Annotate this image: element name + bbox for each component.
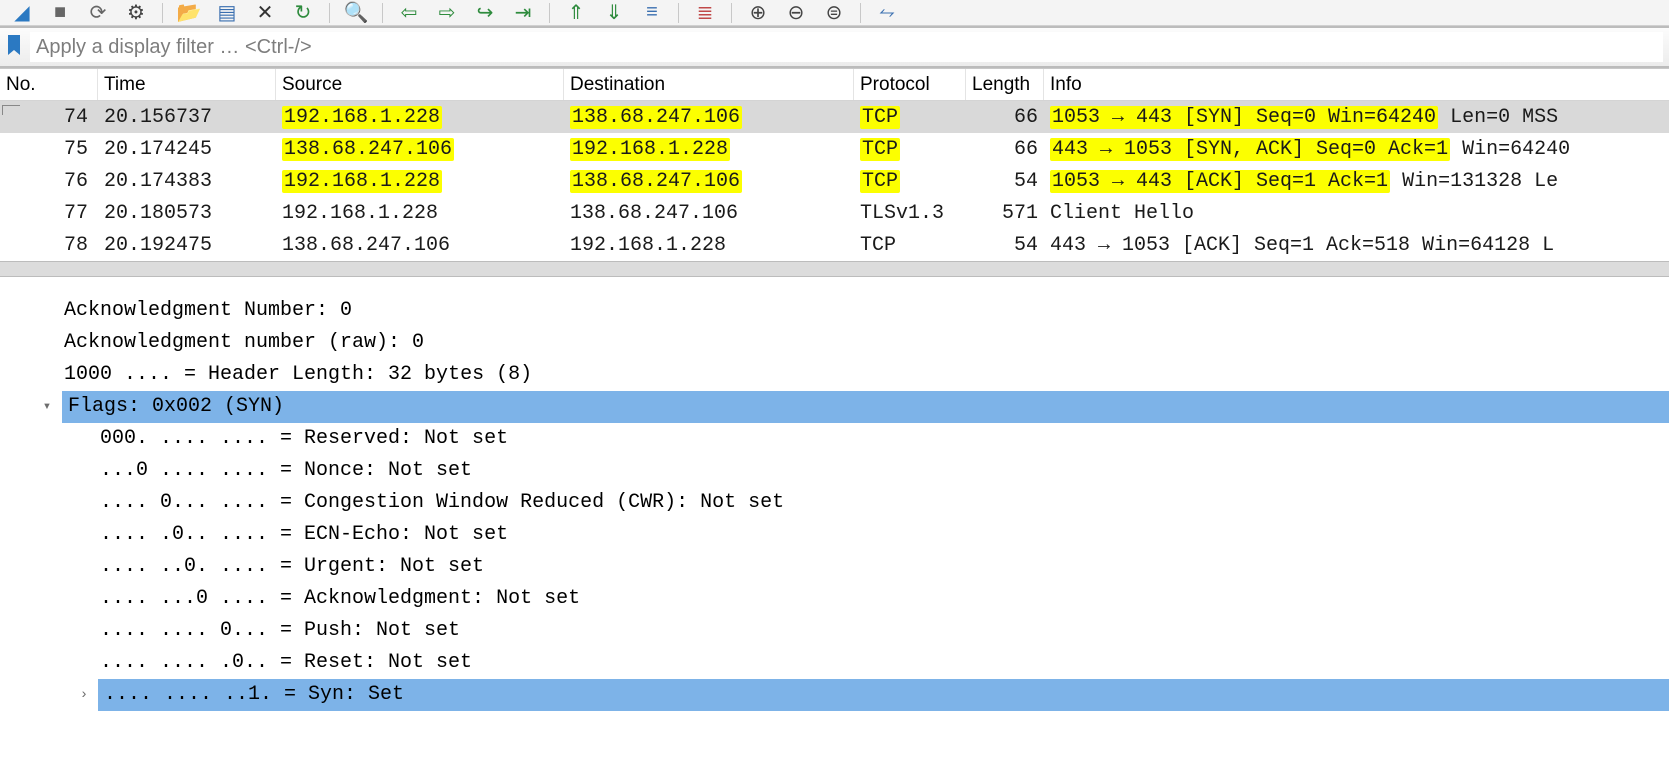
toolbar-separator: [860, 3, 861, 23]
col-header-no[interactable]: No.: [0, 69, 98, 100]
display-filter-bar: [0, 26, 1669, 68]
conversation-bracket: [2, 105, 20, 115]
last-icon[interactable]: ⇓: [602, 1, 626, 25]
zoom-in-icon[interactable]: ⊕: [746, 1, 770, 25]
syn-flag-text: .... .... ..1. = Syn: Set: [98, 679, 1669, 711]
flag-bit-line[interactable]: .... .... .0.. = Reset: Not set: [0, 647, 1669, 679]
toolbar-separator: [678, 3, 679, 23]
toolbar-separator: [162, 3, 163, 23]
toolbar-separator: [329, 3, 330, 23]
display-filter-input[interactable]: [30, 32, 1663, 62]
flags-header[interactable]: ▾Flags: 0x002 (SYN): [0, 391, 1669, 423]
flags-header-text: Flags: 0x002 (SYN): [62, 391, 1669, 423]
col-header-dest[interactable]: Destination: [564, 69, 854, 100]
packet-list-hscroll[interactable]: [0, 261, 1669, 277]
reload-icon[interactable]: ↻: [291, 1, 315, 25]
bookmark-icon[interactable]: [6, 35, 24, 59]
back-icon[interactable]: ⇦: [397, 1, 421, 25]
flag-bit-line[interactable]: .... .... 0... = Push: Not set: [0, 615, 1669, 647]
goto-last-icon[interactable]: ⇥: [511, 1, 535, 25]
col-header-source[interactable]: Source: [276, 69, 564, 100]
flag-bit-line[interactable]: 000. .... .... = Reserved: Not set: [0, 423, 1669, 455]
zoom-reset-icon[interactable]: ⊜: [822, 1, 846, 25]
stop-icon[interactable]: ■: [48, 1, 72, 25]
packet-list: No. Time Source Destination Protocol Len…: [0, 68, 1669, 277]
flag-bit-line[interactable]: ...0 .... .... = Nonce: Not set: [0, 455, 1669, 487]
flag-bit-line[interactable]: .... .0.. .... = ECN-Echo: Not set: [0, 519, 1669, 551]
find-icon[interactable]: 🔍: [344, 1, 368, 25]
main-toolbar: ◢ ■ ⟳ ⚙ 📂 ▤ ✕ ↻ 🔍 ⇦ ⇨ ↪ ⇥ ⇑ ⇓ ≡ ≣ ⊕ ⊖ ⊜ ⥊: [0, 0, 1669, 26]
fwd-icon[interactable]: ⇨: [435, 1, 459, 25]
packet-details-tree[interactable]: Acknowledgment Number: 0Acknowledgment n…: [0, 277, 1669, 711]
packet-row[interactable]: 7520.174245138.68.247.106192.168.1.228TC…: [0, 133, 1669, 165]
close-icon[interactable]: ✕: [253, 1, 277, 25]
first-icon[interactable]: ⇑: [564, 1, 588, 25]
toolbar-separator: [382, 3, 383, 23]
open-icon[interactable]: 📂: [177, 1, 201, 25]
packet-list-header[interactable]: No. Time Source Destination Protocol Len…: [0, 69, 1669, 101]
flag-bit-line[interactable]: .... ..0. .... = Urgent: Not set: [0, 551, 1669, 583]
packet-row[interactable]: 7620.174383192.168.1.228138.68.247.106TC…: [0, 165, 1669, 197]
detail-line[interactable]: Acknowledgment number (raw): 0: [0, 327, 1669, 359]
flag-bit-line[interactable]: .... ...0 .... = Acknowledgment: Not set: [0, 583, 1669, 615]
col-header-protocol[interactable]: Protocol: [854, 69, 966, 100]
resize-cols-icon[interactable]: ⥊: [875, 1, 899, 25]
flag-bit-line[interactable]: .... 0... .... = Congestion Window Reduc…: [0, 487, 1669, 519]
colorize-icon[interactable]: ≣: [693, 1, 717, 25]
jump-icon[interactable]: ↪: [473, 1, 497, 25]
col-header-info[interactable]: Info: [1044, 69, 1669, 100]
syn-flag-row[interactable]: ›.... .... ..1. = Syn: Set: [0, 679, 1669, 711]
zoom-out-icon[interactable]: ⊖: [784, 1, 808, 25]
packet-row[interactable]: 7720.180573192.168.1.228138.68.247.106TL…: [0, 197, 1669, 229]
chevron-down-icon[interactable]: ▾: [0, 391, 62, 423]
restart-icon[interactable]: ⟳: [86, 1, 110, 25]
detail-line[interactable]: Acknowledgment Number: 0: [0, 295, 1669, 327]
chevron-right-icon[interactable]: ›: [0, 679, 98, 711]
toolbar-separator: [731, 3, 732, 23]
options-icon[interactable]: ⚙: [124, 1, 148, 25]
auto-scroll-icon[interactable]: ≡: [640, 1, 664, 25]
detail-line[interactable]: 1000 .... = Header Length: 32 bytes (8): [0, 359, 1669, 391]
packet-row[interactable]: 7420.156737192.168.1.228138.68.247.106TC…: [0, 101, 1669, 133]
toolbar-separator: [549, 3, 550, 23]
save-icon[interactable]: ▤: [215, 1, 239, 25]
col-header-length[interactable]: Length: [966, 69, 1044, 100]
packet-row[interactable]: 7820.192475138.68.247.106192.168.1.228TC…: [0, 229, 1669, 261]
col-header-time[interactable]: Time: [98, 69, 276, 100]
shark-fin-icon[interactable]: ◢: [10, 1, 34, 25]
